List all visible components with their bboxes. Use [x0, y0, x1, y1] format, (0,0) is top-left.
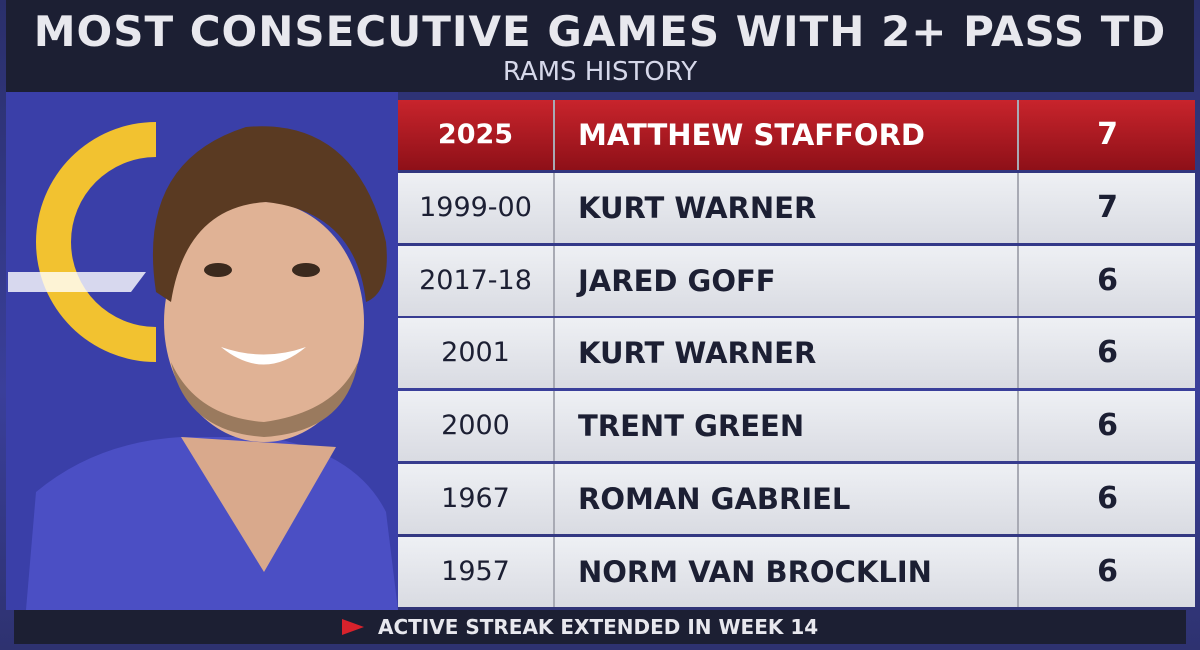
table-row: 1999-00 KURT WARNER 7: [398, 172, 1195, 243]
year-cell: 1967: [398, 464, 555, 534]
eye: [292, 263, 320, 277]
year-cell: 1999-00: [398, 172, 555, 243]
player-cell: ROMAN GABRIEL: [556, 464, 1019, 534]
table: 2025 MATTHEW STAFFORD 7 1999-00 KURT WARNER 7…: [398, 100, 1195, 608]
table-row: 2025 MATTHEW STAFFORD 7: [398, 100, 1195, 170]
header: MOST CONSECUTIVE GAMES WITH 2+ PASS TD R…: [6, 0, 1194, 92]
player-cell: KURT WARNER: [556, 318, 1019, 389]
player-cell: TRENT GREEN: [556, 391, 1019, 462]
smile: [221, 347, 306, 365]
table-row: 2017-18 JARED GOFF 6: [398, 245, 1195, 316]
player-cell: MATTHEW STAFFORD: [556, 100, 1019, 170]
year-cell: 2017-18: [398, 245, 555, 316]
footer-arrow: [342, 619, 364, 635]
player-photo: [6, 92, 398, 610]
table-row: 1967 ROMAN GABRIEL 6: [398, 464, 1195, 534]
games-cell: 6: [1097, 262, 1118, 298]
games-cell: 7: [1097, 189, 1118, 225]
games-cell: 6: [1097, 335, 1118, 371]
table-row: 2001 KURT WARNER 6: [398, 318, 1195, 389]
subtitle: RAMS HISTORY: [502, 57, 698, 87]
title: MOST CONSECUTIVE GAMES WITH 2+ PASS TD: [33, 7, 1167, 56]
games-cell: 6: [1097, 408, 1118, 444]
footer-text: ACTIVE STREAK EXTENDED IN WEEK 14: [378, 615, 819, 639]
logo-letters: [8, 272, 146, 292]
year-cell: 2001: [398, 318, 555, 389]
neck: [181, 437, 336, 572]
player-cell: KURT WARNER: [556, 172, 1019, 243]
year-cell: 2025: [398, 100, 555, 170]
games-cell: 6: [1097, 553, 1118, 589]
footer: ACTIVE STREAK EXTENDED IN WEEK 14: [14, 610, 1186, 644]
player-cell: JARED GOFF: [556, 245, 1019, 316]
eye: [204, 263, 232, 277]
logo-horn: [36, 122, 156, 362]
year-cell: 2000: [398, 391, 555, 462]
player-cell: NORM VAN BROCKLIN: [556, 536, 1019, 607]
year-cell: 1957: [398, 536, 555, 607]
table-row: 2000 TRENT GREEN 6: [398, 391, 1195, 462]
face: [164, 202, 364, 442]
games-cell: 6: [1097, 481, 1118, 516]
games-cell: 7: [1097, 117, 1118, 152]
hair: [152, 126, 387, 302]
table-row: 1957 NORM VAN BROCKLIN 6: [398, 536, 1195, 607]
beard: [171, 362, 358, 437]
